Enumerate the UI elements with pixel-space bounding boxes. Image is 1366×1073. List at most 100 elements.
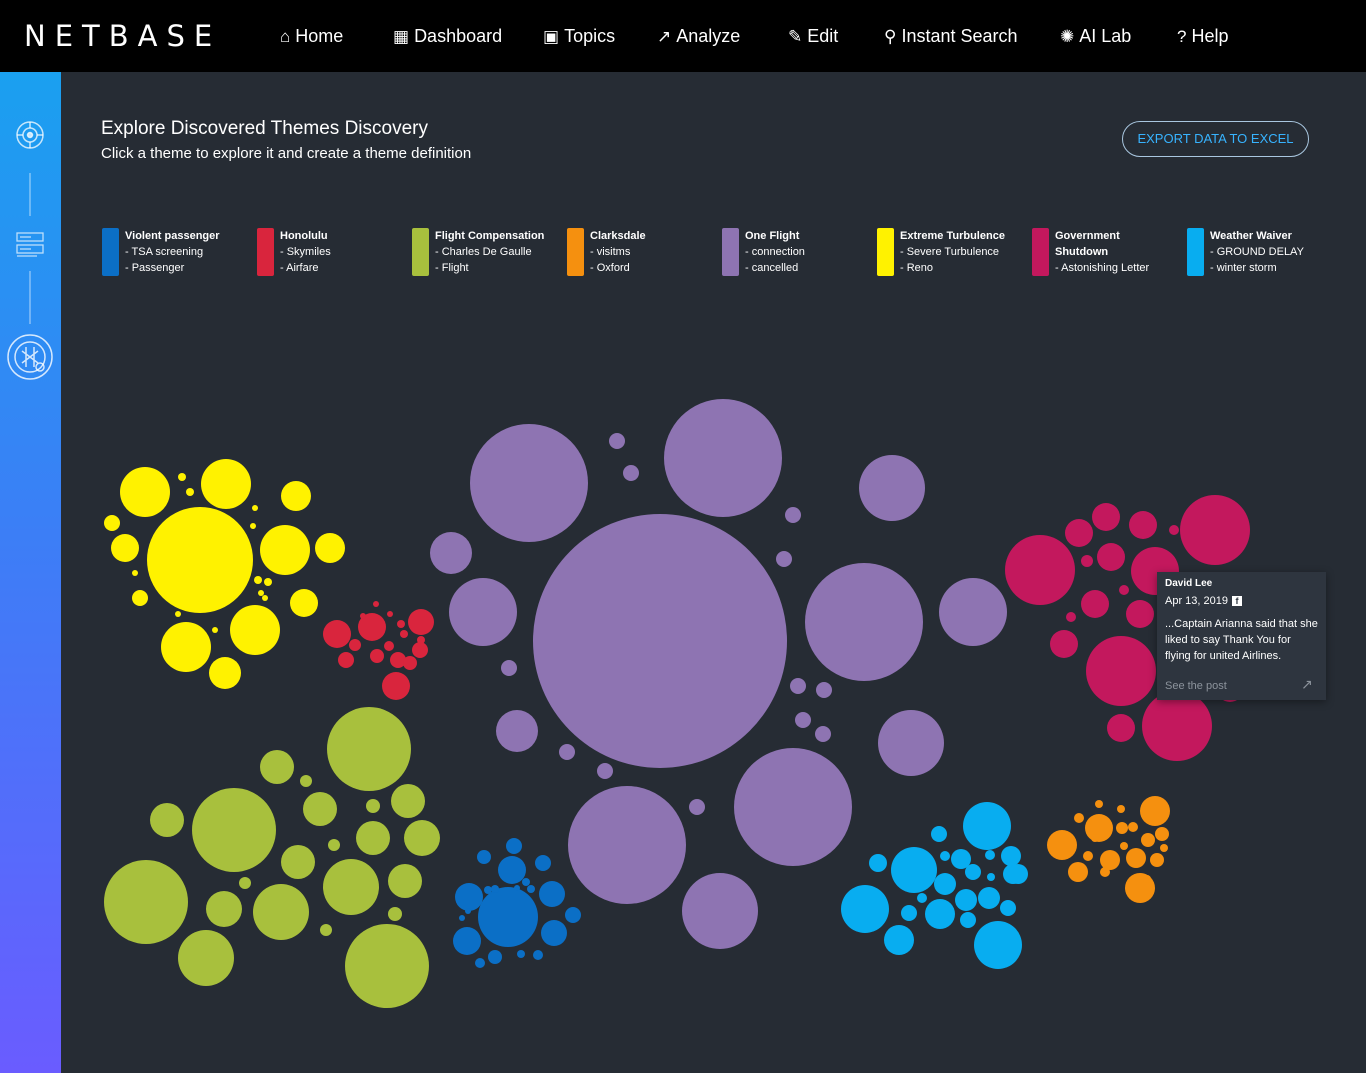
theme-bubble-weather-waiver[interactable]: [951, 849, 971, 869]
theme-bubble-violent-passenger[interactable]: [565, 907, 581, 923]
theme-bubble-violent-passenger[interactable]: [514, 885, 520, 891]
theme-bubble-extreme-turbulence[interactable]: [212, 627, 218, 633]
legend-item-violent-passenger[interactable]: Violent passenger - TSA screening - Passen…: [102, 228, 252, 278]
theme-bubble-one-flight[interactable]: [496, 710, 538, 752]
theme-bubble-weather-waiver[interactable]: [869, 854, 887, 872]
theme-bubble-honolulu[interactable]: [323, 620, 351, 648]
theme-bubble-violent-passenger[interactable]: [517, 950, 525, 958]
theme-bubble-government-shutdown[interactable]: [1050, 630, 1078, 658]
theme-bubble-honolulu[interactable]: [338, 652, 354, 668]
theme-bubble-extreme-turbulence[interactable]: [161, 622, 211, 672]
theme-bubble-one-flight[interactable]: [533, 514, 787, 768]
theme-bubble-extreme-turbulence[interactable]: [147, 507, 253, 613]
theme-bubble-flight-compensation[interactable]: [404, 820, 440, 856]
theme-bubble-clarksdale[interactable]: [1143, 875, 1151, 883]
theme-bubble-government-shutdown[interactable]: [1180, 495, 1250, 565]
theme-bubble-honolulu[interactable]: [390, 652, 406, 668]
theme-bubble-government-shutdown[interactable]: [1066, 612, 1076, 622]
theme-bubble-flight-compensation[interactable]: [345, 924, 429, 1008]
nav-topics[interactable]: ▣ Topics: [543, 23, 615, 49]
theme-bubble-flight-compensation[interactable]: [239, 877, 251, 889]
theme-bubble-one-flight[interactable]: [815, 726, 831, 742]
theme-bubble-flight-compensation[interactable]: [356, 821, 390, 855]
theme-bubble-one-flight[interactable]: [816, 682, 832, 698]
theme-bubble-one-flight[interactable]: [559, 744, 575, 760]
theme-bubble-government-shutdown[interactable]: [1126, 600, 1154, 628]
theme-discovery-icon[interactable]: [7, 334, 53, 380]
theme-bubble-violent-passenger[interactable]: [477, 850, 491, 864]
theme-bubble-weather-waiver[interactable]: [884, 925, 914, 955]
theme-bubble-honolulu[interactable]: [408, 609, 434, 635]
theme-bubble-clarksdale[interactable]: [1155, 827, 1169, 841]
theme-bubble-weather-waiver[interactable]: [931, 826, 947, 842]
theme-bubble-weather-waiver[interactable]: [987, 873, 995, 881]
theme-bubble-weather-waiver[interactable]: [917, 893, 927, 903]
theme-bubble-flight-compensation[interactable]: [327, 707, 411, 791]
theme-bubble-flight-compensation[interactable]: [281, 845, 315, 879]
theme-bubble-one-flight[interactable]: [939, 578, 1007, 646]
theme-bubble-government-shutdown[interactable]: [1065, 519, 1093, 547]
nav-ai-lab[interactable]: ✺ AI Lab: [1060, 23, 1131, 49]
theme-bubble-violent-passenger[interactable]: [491, 885, 499, 893]
theme-bubble-one-flight[interactable]: [623, 465, 639, 481]
theme-bubble-extreme-turbulence[interactable]: [201, 459, 251, 509]
theme-bubble-flight-compensation[interactable]: [104, 860, 188, 944]
theme-bubble-weather-waiver[interactable]: [1001, 846, 1021, 866]
theme-bubble-weather-waiver[interactable]: [934, 873, 956, 895]
theme-bubble-extreme-turbulence[interactable]: [254, 576, 262, 584]
theme-bubble-violent-passenger[interactable]: [506, 838, 522, 854]
theme-bubble-violent-passenger[interactable]: [522, 878, 530, 886]
netbase-logo[interactable]: NETBASE: [24, 19, 222, 53]
theme-bubble-honolulu[interactable]: [417, 636, 425, 644]
theme-bubble-honolulu[interactable]: [387, 611, 393, 617]
theme-bubble-flight-compensation[interactable]: [300, 775, 312, 787]
theme-bubble-one-flight[interactable]: [664, 399, 782, 517]
theme-bubble-honolulu[interactable]: [360, 613, 366, 619]
theme-bubble-violent-passenger[interactable]: [459, 915, 465, 921]
theme-bubble-honolulu[interactable]: [412, 642, 428, 658]
theme-bubble-flight-compensation[interactable]: [192, 788, 276, 872]
theme-bubble-extreme-turbulence[interactable]: [290, 589, 318, 617]
theme-bubble-flight-compensation[interactable]: [366, 799, 380, 813]
legend-item-flight-compensation[interactable]: Flight Compensation - Charles De Gaulle - …: [412, 228, 562, 278]
nav-dashboard[interactable]: ▦ Dashboard: [393, 23, 502, 49]
theme-bubble-extreme-turbulence[interactable]: [111, 534, 139, 562]
theme-bubble-government-shutdown[interactable]: [1092, 503, 1120, 531]
ai-brain-icon[interactable]: [16, 121, 44, 149]
theme-bubble-flight-compensation[interactable]: [206, 891, 242, 927]
theme-bubble-weather-waiver[interactable]: [1008, 864, 1028, 884]
theme-bubble-government-shutdown[interactable]: [1142, 691, 1212, 761]
theme-bubble-honolulu[interactable]: [400, 630, 408, 638]
nav-analyze[interactable]: ↗ Analyze: [657, 23, 740, 49]
theme-bubble-flight-compensation[interactable]: [303, 792, 337, 826]
theme-bubble-weather-waiver[interactable]: [960, 912, 976, 928]
legend-item-government-shutdown[interactable]: Government Shutdown - Astonishing Letter: [1032, 228, 1182, 278]
theme-bubble-weather-waiver[interactable]: [978, 887, 1000, 909]
theme-bubble-weather-waiver[interactable]: [963, 802, 1011, 850]
theme-bubble-violent-passenger[interactable]: [455, 883, 483, 911]
theme-bubble-violent-passenger[interactable]: [498, 856, 526, 884]
nav-instant-search[interactable]: ⚲ Instant Search: [884, 23, 1018, 49]
theme-bubble-honolulu[interactable]: [403, 656, 417, 670]
theme-bubble-honolulu[interactable]: [373, 601, 379, 607]
theme-bubble-one-flight[interactable]: [568, 786, 686, 904]
theme-bubble-extreme-turbulence[interactable]: [120, 467, 170, 517]
theme-bubble-extreme-turbulence[interactable]: [281, 481, 311, 511]
theme-bubble-weather-waiver[interactable]: [974, 921, 1022, 969]
theme-bubble-clarksdale[interactable]: [1116, 822, 1128, 834]
theme-bubble-weather-waiver[interactable]: [891, 847, 937, 893]
theme-bubble-extreme-turbulence[interactable]: [132, 590, 148, 606]
theme-bubble-clarksdale[interactable]: [1100, 867, 1110, 877]
theme-bubble-extreme-turbulence[interactable]: [209, 657, 241, 689]
theme-bubble-government-shutdown[interactable]: [1081, 590, 1109, 618]
legend-item-weather-waiver[interactable]: Weather Waiver - GROUND DELAY - winter sto…: [1187, 228, 1337, 278]
theme-bubble-clarksdale[interactable]: [1150, 853, 1164, 867]
theme-bubble-government-shutdown[interactable]: [1107, 714, 1135, 742]
theme-bubble-flight-compensation[interactable]: [320, 924, 332, 936]
theme-bubble-clarksdale[interactable]: [1128, 822, 1138, 832]
theme-bubble-honolulu[interactable]: [358, 613, 386, 641]
theme-bubble-clarksdale[interactable]: [1095, 800, 1103, 808]
theme-bubble-violent-passenger[interactable]: [453, 927, 481, 955]
theme-bubble-clarksdale[interactable]: [1160, 844, 1168, 852]
theme-bubble-extreme-turbulence[interactable]: [230, 605, 280, 655]
